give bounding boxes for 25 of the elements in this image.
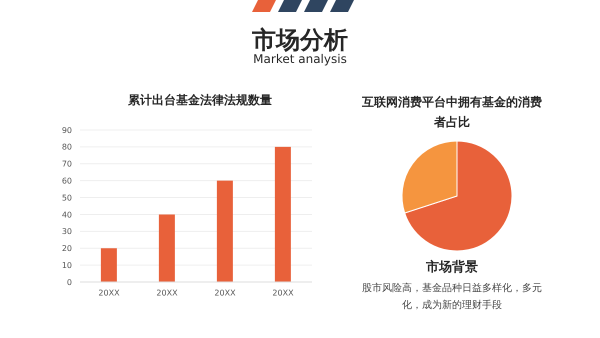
y-tick-label: 20 [62, 244, 72, 254]
y-tick-label: 10 [62, 260, 72, 270]
chart-title: 互联网消费平台中拥有基金的消费者占比 [362, 94, 542, 131]
bar [274, 146, 291, 282]
y-tick-label: 80 [62, 142, 72, 152]
y-tick-label: 50 [62, 193, 72, 202]
y-tick-label: 90 [62, 126, 72, 135]
chart-title: 累计出台基金法律法规数量 [127, 92, 273, 109]
bar [216, 180, 233, 282]
x-tick-label: 20XX [98, 288, 120, 298]
y-tick-label: 30 [62, 227, 72, 236]
y-tick-label: 60 [62, 176, 72, 186]
text: Market analysis [252, 52, 348, 66]
bar [100, 248, 117, 282]
bar [158, 214, 175, 282]
text: 市场背景 [425, 258, 479, 277]
x-tick-label: 20XX [272, 288, 294, 298]
text: 市场分析 [251, 25, 349, 54]
x-tick-label: 20XX [156, 288, 178, 298]
pie-slice [404, 140, 512, 252]
text: 股市风险高，基金品种日益多样化，多元化，成为新的理财手段 [362, 282, 542, 313]
x-tick-label: 20XX [214, 288, 236, 298]
y-tick-label: 70 [62, 160, 72, 169]
y-tick-label: 40 [62, 210, 72, 220]
y-tick-label: 0 [66, 278, 72, 287]
